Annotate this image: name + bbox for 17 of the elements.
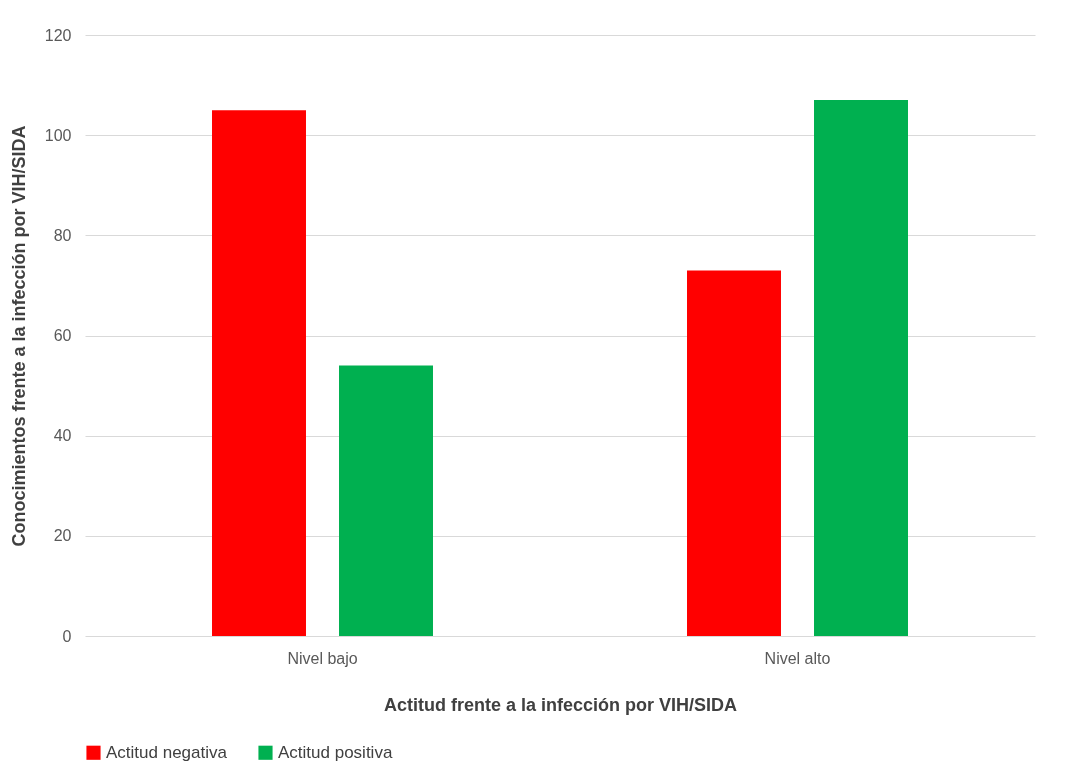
y-tick-label: 120 [44,26,72,44]
y-axis-title: Conocimientos frente a la infección por VIH/SIDA [8,125,29,547]
legend-label: Actitud negativa [106,742,228,762]
bar [687,270,781,636]
bar [339,365,433,636]
x-tick-label: Nivel bajo [287,649,358,667]
y-tick-label: 60 [53,327,72,344]
y-tick-label: 20 [53,527,72,545]
y-tick-label: 100 [44,126,72,144]
y-tick-label: 80 [53,226,72,244]
legend-label: Actitud positiva [278,742,393,762]
y-tick-label: 0 [62,627,72,645]
y-tick-label: 40 [53,427,72,445]
bar [814,100,908,636]
bar [212,110,306,636]
x-tick-label: Nivel alto [764,649,831,667]
x-axis-title: Actitud frente a la infección por VIH/SIDA [383,694,738,715]
